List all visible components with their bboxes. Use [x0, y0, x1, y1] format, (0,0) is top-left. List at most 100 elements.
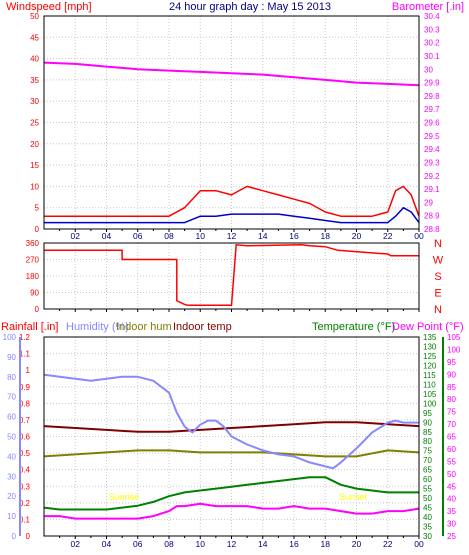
wind-panel-x-tick-label: 22	[383, 231, 393, 241]
humidity-y-tick-label: 60	[7, 413, 16, 422]
rain-y-tick-label: 0	[26, 532, 31, 541]
temp-panel-x-tick-label: 04	[102, 539, 112, 549]
wind-panel-x-tick-label: 04	[102, 231, 112, 241]
temp-panel-x-tick-label: 02	[71, 539, 81, 549]
humidity-y-tick-label: 0	[12, 532, 17, 541]
dewpoint-y-tick-label: 95	[447, 358, 456, 367]
temp-panel-x-tick-label: 06	[133, 539, 143, 549]
wind-panel-x-tick-label: 14	[258, 231, 268, 241]
direction-y-tick-label: 0	[35, 305, 40, 314]
dewpoint-y-tick-label: 75	[447, 408, 456, 417]
compass-label: N	[434, 304, 442, 316]
temperature-y-tick-label: 50	[423, 494, 432, 503]
temperature-y-tick-label: 125	[423, 352, 437, 361]
dewpoint-y-tick-label: 60	[447, 445, 456, 454]
temperature-y-tick-label: 110	[423, 380, 436, 389]
baro-y-tick-label: 29.2	[424, 172, 440, 181]
rain-y-tick-label: 0.2	[19, 499, 31, 508]
wind-y-tick-label: 40	[30, 55, 39, 64]
baro-y-tick-label: 28.8	[424, 225, 440, 234]
rain-y-tick-label: 1.2	[19, 333, 31, 342]
windspeed-line	[44, 206, 420, 224]
indoor-temp-label: Indoor temp	[173, 321, 232, 333]
dewpoint-axis-label: Dew Point (°F)	[392, 321, 464, 333]
humidity-y-tick-label: 30	[7, 472, 16, 481]
chart-title: 24 hour graph day : May 15 2013	[169, 1, 331, 13]
sunrise-label: Sunrise	[109, 492, 140, 502]
dewpoint-y-tick-label: 35	[447, 507, 456, 516]
wind-panel-x-tick-label: 20	[352, 231, 362, 241]
rainfall-axis-label: Rainfall [.in]	[1, 321, 58, 333]
temperature-y-tick-label: 90	[423, 418, 432, 427]
temperature-y-tick-label: 70	[423, 456, 432, 465]
humidity-y-tick-label: 40	[7, 452, 16, 461]
baro-y-tick-label: 28.9	[424, 212, 440, 221]
humidity-y-tick-label: 50	[7, 433, 16, 442]
compass-label: N	[434, 238, 442, 250]
temperature-y-tick-label: 135	[423, 333, 437, 342]
dewpoint-y-tick-label: 30	[447, 520, 456, 529]
baro-y-tick-label: 30	[424, 65, 433, 74]
windspeed-axis-label: Windspeed [mph]	[6, 1, 92, 13]
wind-panel-x-tick-label: 10	[196, 231, 206, 241]
temperature-y-tick-label: 45	[423, 504, 432, 513]
humidity-axis-label: Humidity (%)	[66, 321, 129, 333]
wind-panel-x-tick-label: 08	[164, 231, 174, 241]
wind-panel-x-tick-label: 02	[71, 231, 81, 241]
temperature-y-tick-label: 60	[423, 475, 432, 484]
dewpoint-y-tick-label: 40	[447, 495, 456, 504]
wind-y-tick-label: 15	[30, 161, 39, 170]
temperature-y-tick-label: 75	[423, 447, 432, 456]
gust-line	[44, 185, 420, 217]
temp-panel-x-tick-label: 00	[414, 539, 424, 549]
dewpoint-y-tick-label: 80	[447, 395, 456, 404]
direction-y-tick-label: 90	[30, 289, 39, 298]
temp-panel-x-tick-label: 20	[352, 539, 362, 549]
rain-y-tick-label: 0.8	[19, 399, 31, 408]
indoor-hum-label: Indoor hum	[116, 321, 172, 333]
temp-panel-x-tick-label: 08	[164, 539, 174, 549]
temperature-y-tick-label: 55	[423, 485, 432, 494]
dewpoint-y-tick-label: 85	[447, 383, 456, 392]
rain-y-tick-label: 1.1	[19, 350, 31, 359]
dewpoint-y-tick-label: 70	[447, 420, 456, 429]
temp-panel-x-tick-label: 12	[227, 539, 237, 549]
direction-line	[44, 243, 419, 307]
wind-y-tick-label: 20	[30, 140, 39, 149]
humidity-y-tick-label: 100	[3, 333, 17, 342]
rain-y-tick-label: 0.9	[19, 383, 31, 392]
temperature-y-tick-label: 85	[423, 428, 432, 437]
temperature-y-tick-label: 130	[423, 342, 437, 351]
humidity-y-tick-label: 10	[7, 512, 16, 521]
temperature-y-tick-label: 40	[423, 513, 432, 522]
rain-y-tick-label: 0.1	[19, 515, 31, 524]
wind-y-tick-label: 5	[35, 204, 40, 213]
temp-panel-x-tick-label: 10	[196, 539, 206, 549]
temp-panel-x-tick-label: 18	[321, 539, 331, 549]
wind-panel-x-tick-label: 06	[133, 231, 143, 241]
temperature-y-tick-label: 30	[423, 532, 432, 541]
wind-y-tick-label: 50	[30, 12, 39, 21]
compass-label: S	[434, 271, 441, 283]
rain-y-tick-label: 0.6	[19, 433, 31, 442]
wind-panel-x-tick-label: 16	[289, 231, 299, 241]
baro-y-tick-label: 29	[424, 198, 433, 207]
barometer-line	[43, 61, 420, 87]
humidity-line	[43, 373, 419, 470]
humidity-y-tick-label: 90	[7, 353, 16, 362]
sunset-label: Sunset	[339, 492, 368, 502]
baro-y-tick-label: 29.6	[424, 119, 440, 128]
temperature-y-tick-label: 120	[423, 361, 437, 370]
humidity-y-tick-label: 80	[7, 373, 16, 382]
temperature-y-tick-label: 105	[423, 390, 437, 399]
humidity-y-tick-label: 20	[7, 492, 16, 501]
wind-panel-x-tick-label: 18	[321, 231, 331, 241]
baro-y-tick-label: 30.2	[424, 39, 440, 48]
baro-y-tick-label: 30.1	[424, 52, 440, 61]
compass-label: E	[434, 288, 441, 300]
wind-panel-x-tick-label: 12	[227, 231, 237, 241]
indoor-temp-line	[43, 421, 420, 433]
temperature-y-tick-label: 80	[423, 437, 432, 446]
dewpoint-y-tick-label: 90	[447, 370, 456, 379]
